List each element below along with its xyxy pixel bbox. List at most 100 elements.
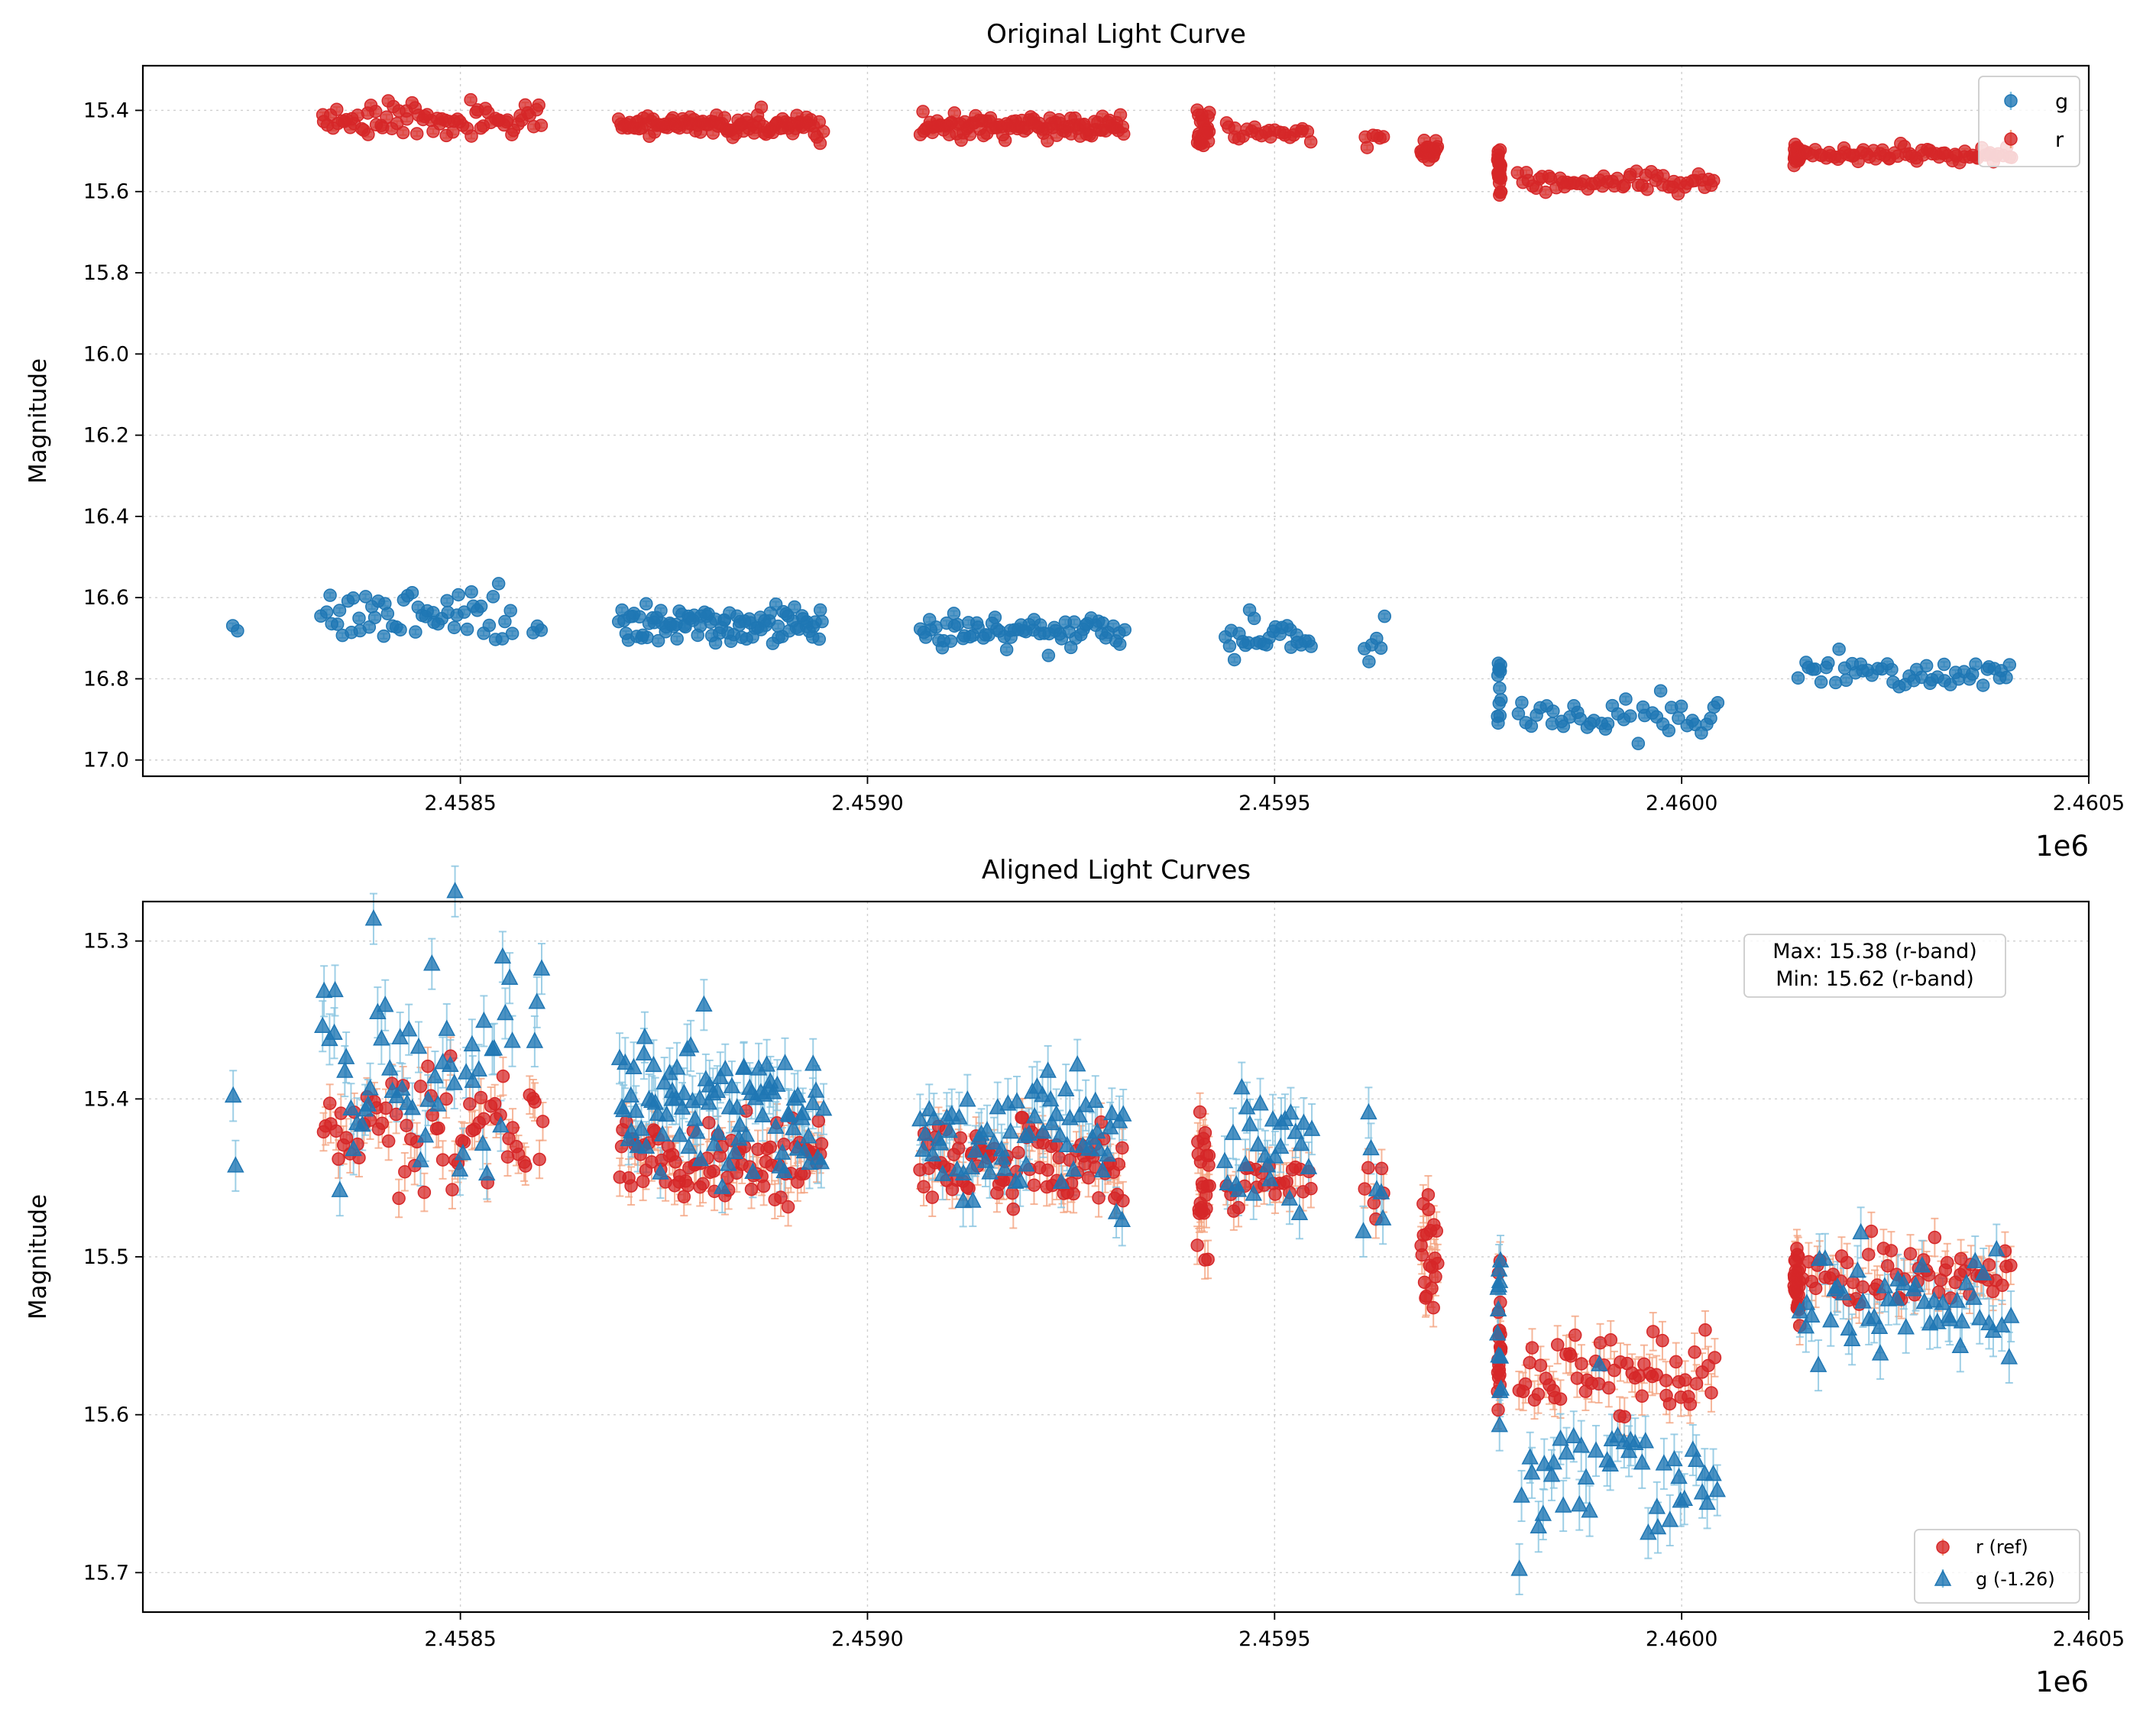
x-tick-label: 2.4585: [424, 792, 496, 815]
g-band-data-point: [323, 588, 337, 602]
r-band-data-point: [1640, 183, 1654, 196]
y-tick-label: 16.8: [83, 667, 129, 691]
g-band-data-point: [367, 610, 382, 625]
g-band-data-point: [944, 634, 958, 648]
y-axis-ticks: 15.4 15.6 15.8 16.0 16.2 16.4 16.6 16.8 17.0: [83, 99, 143, 772]
g-band-data-point: [1919, 659, 1934, 673]
g-band-data-point: [460, 622, 474, 636]
r-band-data-point: [396, 125, 410, 140]
r-band-data-point: [400, 112, 414, 126]
g-band-data-point: [670, 632, 684, 646]
y-tick-label: 16.2: [83, 424, 129, 448]
gridlines: [143, 66, 2090, 776]
g-band-data-point: [1112, 637, 1127, 651]
g-band-data-point: [1118, 623, 1132, 637]
r-band-data-point: [1707, 173, 1721, 188]
g-band-data-point: [640, 630, 654, 645]
y-axis-label: Magnitude: [24, 358, 52, 484]
legend-frame: [1978, 76, 2080, 167]
g-band-data-point: [330, 617, 345, 631]
g-band-data-point: [815, 614, 829, 629]
g-band-data-point: [1362, 655, 1376, 669]
g-band-data-point: [1493, 681, 1507, 695]
g-band-data-point: [440, 594, 454, 607]
y-tick-label: 17.0: [83, 749, 129, 772]
r-band-data-point: [1430, 140, 1445, 154]
g-band-data-point: [1969, 657, 1983, 672]
y-tick-label: 16.0: [83, 342, 129, 366]
x-axis-ticks: 2.4585 2.4590 2.4595 2.4600 2.4605: [424, 776, 2125, 815]
r-band-data-point: [754, 100, 769, 115]
g-band-data-point: [358, 590, 373, 604]
panel-title: Aligned Light Curves: [982, 855, 1251, 886]
g-band-data-point: [447, 620, 461, 635]
g-band-data-point: [651, 633, 665, 648]
r-band-data-point: [380, 110, 393, 125]
g-band-data-point: [1494, 693, 1508, 707]
legend: g r: [1978, 76, 2080, 167]
g-band-data-point: [405, 585, 419, 600]
g-band-data-point: [1711, 695, 1725, 710]
g-band-data-point: [1556, 719, 1571, 733]
g-band-data-point: [505, 627, 520, 640]
g-band-data-point: [346, 591, 361, 605]
g-band-data-point: [231, 623, 244, 638]
r-band-data-point: [1494, 185, 1508, 199]
legend-entry-g: g: [2004, 90, 2068, 114]
r-band-data-point: [361, 128, 375, 141]
g-band-data-point: [1674, 699, 1688, 714]
g-band-data-point: [503, 604, 517, 617]
g-band-data-point: [1515, 695, 1529, 710]
g-band-data-point: [319, 605, 334, 619]
g-band-data-point: [812, 632, 827, 646]
g-band-data-point: [380, 607, 395, 620]
x-tick-label: 2.4605: [2053, 792, 2125, 815]
g-band-data-point: [498, 614, 512, 629]
plot-frame: [141, 64, 2090, 778]
g-band-data-point: [452, 588, 465, 602]
g-band-data-point: [409, 625, 422, 639]
g-band-data-point: [1839, 673, 1853, 688]
legend-marker-r: [2004, 132, 2018, 146]
aligned-light-curves-panel: Aligned Light Curves 2.4585 2.4590 2.4595 2…: [24, 855, 2125, 1698]
r-band-data-point: [1117, 127, 1131, 141]
original-light-curve-panel: Original Light Curve 2.4585 2.4590 2.4595 2…: [24, 19, 2125, 863]
g-band-data-point: [1631, 737, 1646, 750]
r-band-data-point: [410, 127, 424, 141]
r-band-data-point: [717, 111, 732, 125]
r-band-data-point: [1202, 125, 1216, 139]
gridlines: [143, 902, 2090, 1612]
y-tick-label: 15.8: [83, 261, 129, 285]
g-band-data-point: [1999, 671, 2013, 685]
r-band-data-point: [1303, 134, 1318, 149]
r-band-data-point: [1376, 130, 1390, 144]
x-offset-label: 1e6: [2035, 830, 2089, 863]
g-band-data-point: [1546, 704, 1560, 718]
panel-title: Original Light Curve: [986, 19, 1246, 50]
g-band-data-point: [988, 610, 1002, 624]
r-band-data-point: [534, 118, 549, 132]
legend-marker-g: [2004, 94, 2018, 108]
g-band-data-point: [654, 604, 668, 617]
g-band-data-point: [813, 603, 827, 617]
g-band-data-point: [1662, 724, 1675, 737]
r-band-data-point: [916, 105, 930, 118]
g-band-data-point: [1304, 639, 1318, 653]
r-band-data-point: [998, 133, 1012, 147]
r-band-data-point: [465, 129, 478, 143]
y-tick-label: 16.6: [83, 586, 129, 610]
legend-label-r: r: [2055, 128, 2064, 152]
legend-entry-r: r: [2004, 128, 2064, 152]
r-band-data-point: [816, 125, 830, 138]
y-tick-label: 15.6: [83, 180, 129, 204]
x-tick-label: 2.4590: [831, 792, 903, 815]
g-band-data-point: [999, 643, 1014, 656]
g-band-data-point: [486, 590, 500, 604]
g-band-data-point: [377, 629, 391, 643]
g-band-data-point: [950, 617, 965, 632]
legend-label-g: g: [2055, 90, 2068, 114]
y-tick-label: 15.4: [83, 99, 129, 122]
g-band-data-point: [947, 607, 961, 620]
g-band-data-point: [332, 604, 347, 617]
